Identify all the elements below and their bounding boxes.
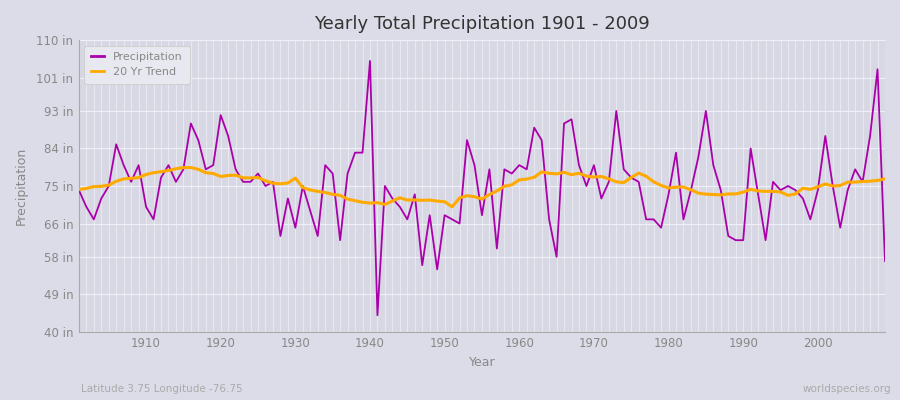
Precipitation: [133, 163, 144, 168]
Legend: Precipitation, 20 Yr Trend: Precipitation, 20 Yr Trend: [85, 46, 190, 84]
Line: 20 Yr Trend: 20 Yr Trend: [79, 168, 885, 207]
20 Yr Trend: [618, 180, 629, 185]
Precipitation: [342, 171, 353, 176]
Precipitation: [618, 167, 629, 172]
Precipitation: [74, 188, 85, 192]
20 Yr Trend: [446, 204, 457, 209]
20 Yr Trend: [529, 175, 540, 180]
Text: worldspecies.org: worldspecies.org: [803, 384, 891, 394]
Text: Latitude 3.75 Longitude -76.75: Latitude 3.75 Longitude -76.75: [81, 384, 243, 394]
Precipitation: [879, 259, 890, 264]
Title: Yearly Total Precipitation 1901 - 2009: Yearly Total Precipitation 1901 - 2009: [314, 15, 650, 33]
20 Yr Trend: [521, 177, 532, 182]
20 Yr Trend: [74, 187, 85, 192]
Precipitation: [372, 313, 382, 318]
Precipitation: [297, 184, 308, 188]
20 Yr Trend: [879, 176, 890, 181]
20 Yr Trend: [350, 198, 361, 203]
20 Yr Trend: [178, 165, 189, 170]
Precipitation: [364, 58, 375, 63]
Line: Precipitation: Precipitation: [79, 61, 885, 315]
Precipitation: [521, 167, 532, 172]
X-axis label: Year: Year: [469, 356, 495, 369]
Precipitation: [529, 125, 540, 130]
20 Yr Trend: [305, 188, 316, 192]
Y-axis label: Precipitation: Precipitation: [15, 147, 28, 225]
20 Yr Trend: [133, 175, 144, 180]
